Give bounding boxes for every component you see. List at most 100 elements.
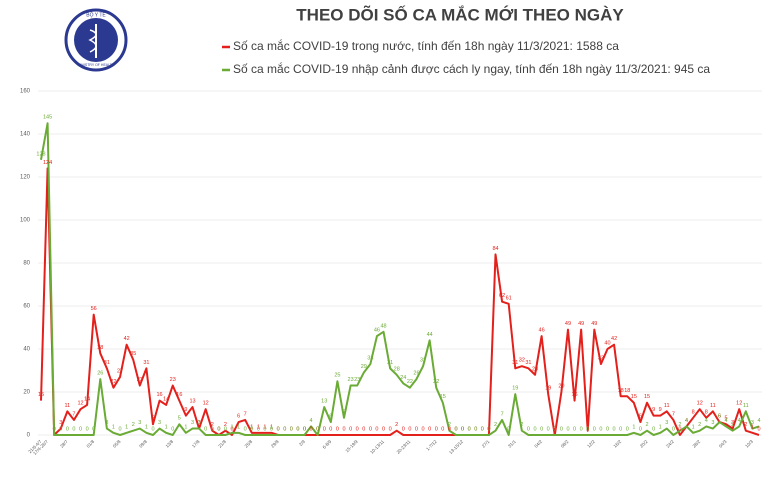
- data-label: 0: [283, 426, 286, 432]
- y-tick-label: 40: [23, 347, 30, 353]
- data-label: 7: [672, 411, 675, 417]
- data-label: 0: [566, 426, 569, 432]
- x-tick-label: 21/8: [217, 439, 227, 449]
- data-label: 0: [277, 426, 280, 432]
- data-label: 49: [591, 321, 597, 327]
- data-label: 46: [539, 328, 545, 334]
- x-tick-label: 10-13/11: [369, 439, 385, 455]
- legend-label: Số ca mắc COVID-19 trong nước, tính đến …: [233, 38, 619, 53]
- data-label: 0: [422, 426, 425, 432]
- x-tick-label: 05/8: [112, 439, 122, 449]
- data-label: 14: [163, 396, 169, 402]
- data-label: 1: [230, 424, 233, 430]
- y-tick-label: 20: [23, 390, 30, 396]
- data-label: 4: [310, 418, 313, 424]
- data-label: 0: [606, 426, 609, 432]
- data-label: 12: [77, 401, 83, 407]
- data-label: 0: [534, 426, 537, 432]
- data-label: 0: [487, 426, 490, 432]
- data-label: 2: [698, 422, 701, 428]
- x-tick-label: 20/2: [639, 439, 649, 449]
- x-tick-label: 1-7/12: [425, 439, 438, 452]
- data-label: 0: [540, 426, 543, 432]
- x-tick-label: 13/8: [165, 439, 175, 449]
- data-label: 0: [481, 426, 484, 432]
- data-label: 0: [375, 426, 378, 432]
- data-label: 0: [316, 426, 319, 432]
- data-label: 3: [158, 420, 161, 426]
- data-label: 0: [230, 426, 233, 432]
- y-tick-label: 120: [20, 175, 31, 181]
- data-label: 0: [652, 426, 655, 432]
- data-label: 28: [394, 366, 400, 372]
- data-label: 56: [91, 306, 97, 312]
- data-label: 0: [468, 426, 471, 432]
- x-tick-label: 27/1: [481, 439, 491, 449]
- data-label: 42: [611, 336, 617, 342]
- data-label: 0: [310, 426, 313, 432]
- data-label: 4: [738, 418, 741, 424]
- data-label: 35: [130, 351, 136, 357]
- data-label: 0: [224, 426, 227, 432]
- data-label: 1: [659, 424, 662, 430]
- data-label: 5: [178, 416, 181, 422]
- data-label: 0: [250, 426, 253, 432]
- data-label: 3: [59, 420, 62, 426]
- data-label: 0: [402, 426, 405, 432]
- x-tick-label: 08/2: [560, 439, 570, 449]
- data-label: 2: [395, 422, 398, 428]
- data-label: 0: [527, 426, 530, 432]
- x-tick-label: 09/8: [138, 439, 148, 449]
- data-label: 0: [507, 426, 510, 432]
- data-label: 3: [105, 420, 108, 426]
- data-label: 38: [97, 345, 103, 351]
- data-label: 0: [277, 426, 280, 432]
- data-label: 1: [237, 424, 240, 430]
- data-label: 24: [400, 375, 406, 381]
- logo-text: MINISTRY OF HEALTH: [78, 63, 115, 67]
- data-label: 12: [203, 401, 209, 407]
- data-label: 0: [560, 426, 563, 432]
- series-line: [40, 122, 760, 436]
- data-label: 0: [257, 426, 260, 432]
- data-label: 15: [440, 394, 446, 400]
- data-label: 2: [586, 422, 589, 428]
- data-label: 1: [184, 424, 187, 430]
- data-label: 26: [413, 371, 419, 377]
- data-label: 0: [303, 426, 306, 432]
- data-label: 0: [336, 426, 339, 432]
- data-label: 0: [415, 426, 418, 432]
- data-label: 11: [710, 403, 716, 409]
- data-label: 15: [631, 394, 637, 400]
- data-label: 0: [296, 426, 299, 432]
- data-label: 128: [36, 151, 45, 157]
- data-label: 31: [512, 360, 518, 366]
- data-label: 1: [270, 424, 273, 430]
- data-label: 1: [125, 424, 128, 430]
- data-label: 0: [119, 426, 122, 432]
- data-label: 0: [672, 426, 675, 432]
- x-tick-label: 04/3: [718, 439, 728, 449]
- data-label: 6: [718, 414, 721, 420]
- data-label: 0: [316, 426, 319, 432]
- data-label: 42: [124, 336, 130, 342]
- data-label: 23: [137, 377, 143, 383]
- data-label: 16: [571, 392, 577, 398]
- y-tick-label: 60: [23, 304, 30, 310]
- data-label: 61: [506, 295, 512, 301]
- data-label: 0: [369, 426, 372, 432]
- data-label: 33: [367, 356, 373, 362]
- data-label: 0: [435, 426, 438, 432]
- data-label: 145: [43, 115, 52, 121]
- data-label: 0: [66, 426, 69, 432]
- data-label: 31: [387, 360, 393, 366]
- data-label: 0: [639, 426, 642, 432]
- y-tick-label: 0: [27, 433, 31, 439]
- data-label: 0: [382, 426, 385, 432]
- data-label: 8: [692, 409, 695, 415]
- data-label: 22: [433, 379, 439, 385]
- data-label: 2: [224, 422, 227, 428]
- data-label: 2: [645, 422, 648, 428]
- data-label: 0: [342, 426, 345, 432]
- data-label: 2: [731, 422, 734, 428]
